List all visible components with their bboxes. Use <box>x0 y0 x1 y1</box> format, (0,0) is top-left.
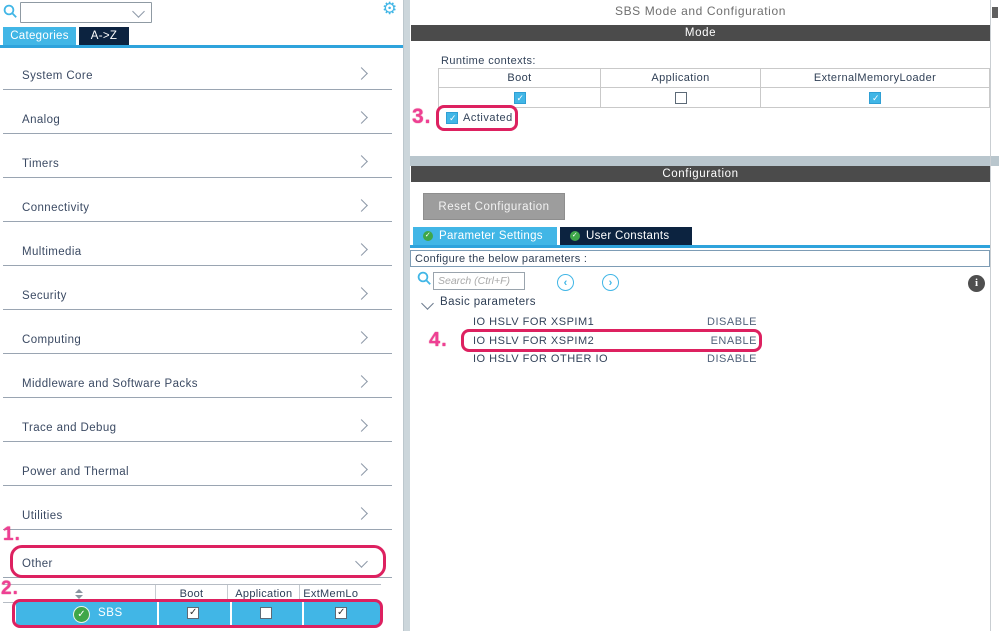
tab-user-constants[interactable]: ✓ User Constants <box>560 227 692 245</box>
previous-match-button[interactable]: ‹ <box>557 274 574 291</box>
section-gap <box>410 156 999 166</box>
tree-collapse-icon[interactable] <box>421 297 434 310</box>
peripherals-sidebar: ⚙ Categories A->Z System Core Analog Tim… <box>0 0 403 631</box>
search-icon <box>3 4 17 18</box>
context-application-header: Application <box>601 69 761 87</box>
info-icon[interactable]: i <box>968 275 985 292</box>
chevron-right-icon <box>355 375 368 388</box>
context-boot-header: Boot <box>439 69 601 87</box>
category-system-core[interactable]: System Core <box>3 45 392 90</box>
annotation-step-2: 2. <box>1 578 19 599</box>
runtime-contexts-label: Runtime contexts: <box>441 55 536 67</box>
params-caption: Configure the below parameters : <box>415 252 588 265</box>
tab-a-to-z[interactable]: A->Z <box>79 27 129 45</box>
category-middleware[interactable]: Middleware and Software Packs <box>3 353 392 398</box>
chevron-right-icon <box>355 67 368 80</box>
context-extmemloader-header: ExternalMemoryLoader <box>813 72 937 84</box>
cell-divider <box>157 602 159 625</box>
cell-divider <box>230 602 232 625</box>
param-value[interactable]: ENABLE <box>710 335 757 347</box>
chevron-down-icon <box>132 5 145 18</box>
chevron-right-icon <box>355 243 368 256</box>
category-other[interactable]: Other <box>3 533 392 578</box>
category-analog[interactable]: Analog <box>3 89 392 134</box>
sort-icon <box>74 588 83 599</box>
annotation-step-1: 1. <box>3 524 21 545</box>
panel-title: SBS Mode and Configuration <box>614 4 787 18</box>
chevron-right-icon <box>355 287 368 300</box>
annotation-step-4: 4. <box>429 329 448 351</box>
param-row-io-hslv-xspim1[interactable]: IO HSLV FOR XSPIM1 DISABLE <box>473 316 757 328</box>
scrollbar-track[interactable] <box>990 0 991 631</box>
param-row-io-hslv-other-io[interactable]: IO HSLV FOR OTHER IO DISABLE <box>473 353 757 365</box>
category-trace-and-debug[interactable]: Trace and Debug <box>3 397 392 442</box>
param-row-io-hslv-xspim2[interactable]: IO HSLV FOR XSPIM2 ENABLE <box>473 335 757 347</box>
boot-column-header[interactable]: Boot <box>156 585 229 602</box>
activated-checkbox[interactable] <box>446 112 458 124</box>
category-power-and-thermal[interactable]: Power and Thermal <box>3 441 392 486</box>
peripheral-name: SBS <box>98 607 123 619</box>
activated-label: Activated <box>463 112 513 124</box>
panel-divider[interactable] <box>403 0 410 631</box>
category-multimedia[interactable]: Multimedia <box>3 221 392 266</box>
context-application-checkbox[interactable] <box>674 91 687 104</box>
name-column-header[interactable] <box>3 585 156 602</box>
chevron-right-icon <box>355 111 368 124</box>
cell-divider <box>302 602 304 625</box>
extmemloader-column-header[interactable]: ExtMemLo <box>303 587 359 600</box>
peripheral-row-sbs[interactable]: ✓ SBS <box>16 602 381 625</box>
context-boot-checkbox[interactable] <box>513 91 526 104</box>
reset-configuration-button[interactable]: Reset Configuration <box>423 193 565 220</box>
context-extmemloader-checkbox[interactable] <box>869 91 881 104</box>
chevron-down-icon <box>355 555 368 568</box>
peripheral-ok-icon: ✓ <box>73 606 90 623</box>
configuration-section-header: Configuration <box>411 166 990 182</box>
param-value[interactable]: DISABLE <box>707 353 757 365</box>
sbs-application-checkbox[interactable] <box>260 607 272 619</box>
sbs-boot-checkbox[interactable] <box>187 607 199 619</box>
settings-gear-icon[interactable]: ⚙ <box>382 0 398 18</box>
param-search-input[interactable] <box>433 272 525 290</box>
scrollbar-thumb[interactable] <box>992 7 998 18</box>
tree-group-basic-parameters[interactable]: Basic parameters <box>440 296 536 308</box>
category-timers[interactable]: Timers <box>3 133 392 178</box>
category-computing[interactable]: Computing <box>3 309 392 354</box>
tab-parameter-settings[interactable]: ✓ Parameter Settings <box>413 227 557 245</box>
application-column-header[interactable]: Application <box>228 585 301 602</box>
peripheral-table-header: Boot Application ExtMemLo <box>3 584 381 603</box>
chevron-right-icon <box>355 419 368 432</box>
green-check-icon: ✓ <box>570 231 580 241</box>
chevron-right-icon <box>355 155 368 168</box>
mode-section-header: Mode <box>411 25 990 41</box>
peripheral-search-combobox[interactable] <box>20 2 152 23</box>
category-connectivity[interactable]: Connectivity <box>3 177 392 222</box>
config-tabs-underline <box>410 245 991 248</box>
chevron-right-icon <box>355 331 368 344</box>
category-utilities[interactable]: Utilities <box>3 485 392 530</box>
chevron-right-icon <box>355 463 368 476</box>
chevron-right-icon <box>355 507 368 520</box>
tabs-underline <box>0 45 403 48</box>
next-match-button[interactable]: › <box>602 274 619 291</box>
annotation-step-3: 3. <box>412 105 432 128</box>
params-caption-box: Configure the below parameters : <box>410 250 990 267</box>
runtime-contexts-table: Boot Application ExternalMemoryLoader <box>438 68 990 108</box>
search-icon <box>417 271 431 285</box>
green-check-icon: ✓ <box>423 231 433 241</box>
tab-categories[interactable]: Categories <box>3 27 76 45</box>
chevron-right-icon <box>355 199 368 212</box>
param-value[interactable]: DISABLE <box>707 316 757 328</box>
category-security[interactable]: Security <box>3 265 392 310</box>
sbs-extmem-checkbox[interactable] <box>335 607 347 619</box>
